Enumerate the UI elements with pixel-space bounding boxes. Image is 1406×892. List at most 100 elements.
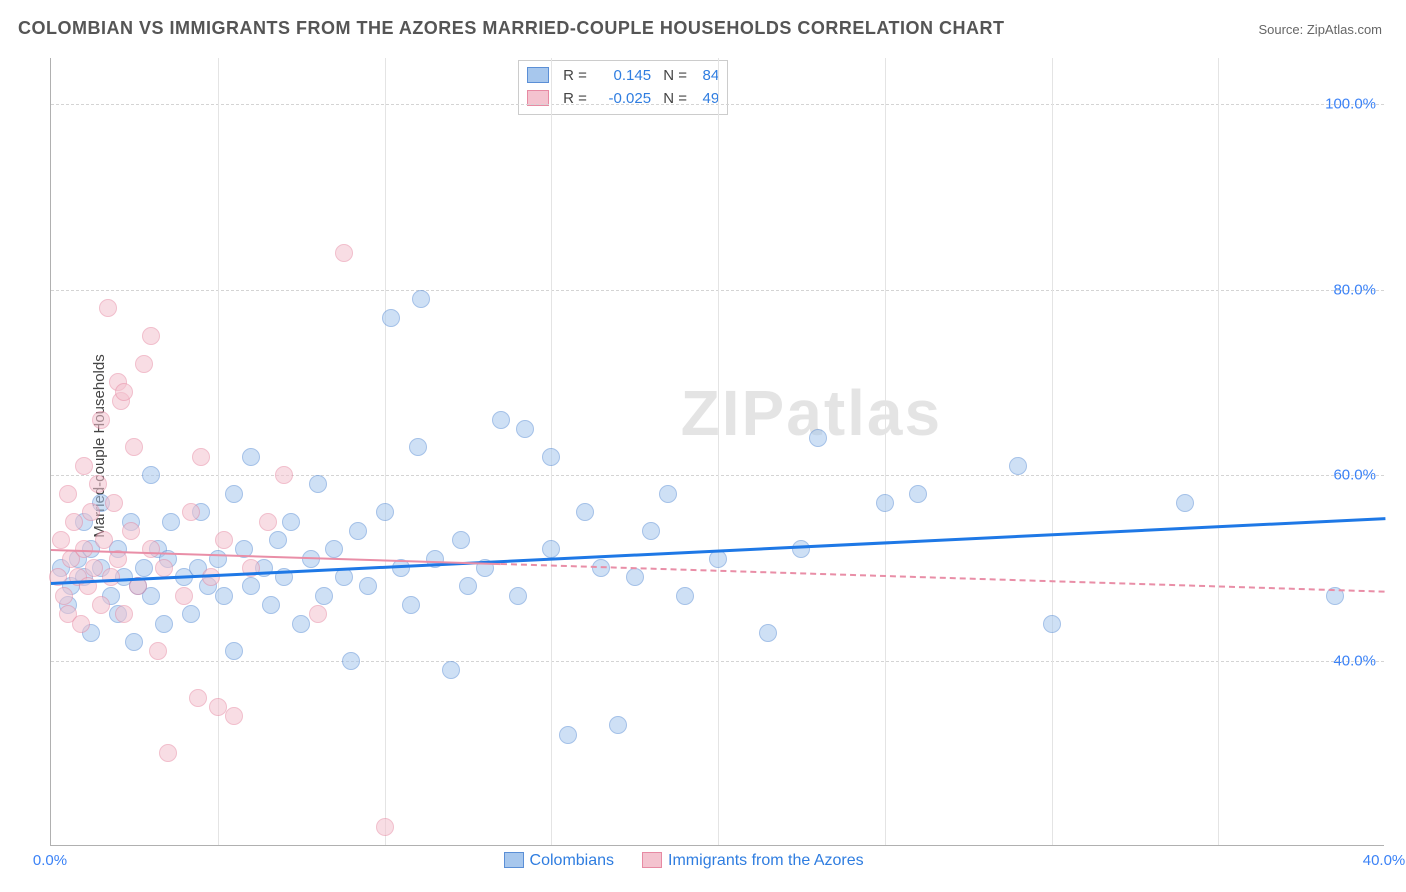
data-point [542, 540, 560, 558]
data-point [1009, 457, 1027, 475]
y-tick-label: 40.0% [1333, 652, 1376, 669]
data-point [92, 596, 110, 614]
data-point [142, 540, 160, 558]
series-legend: ColombiansImmigrants from the Azores [504, 852, 864, 870]
gridline-v [885, 58, 886, 845]
data-point [99, 299, 117, 317]
data-point [516, 420, 534, 438]
data-point [376, 503, 394, 521]
data-point [225, 707, 243, 725]
data-point [122, 522, 140, 540]
data-point [192, 448, 210, 466]
data-point [82, 503, 100, 521]
data-point [676, 587, 694, 605]
data-point [359, 577, 377, 595]
r-value: 0.145 [591, 65, 651, 88]
data-point [282, 513, 300, 531]
data-point [52, 531, 70, 549]
data-point [242, 577, 260, 595]
data-point [1176, 494, 1194, 512]
data-point [95, 531, 113, 549]
gridline-v [385, 58, 386, 845]
data-point [349, 522, 367, 540]
data-point [626, 568, 644, 586]
data-point [225, 642, 243, 660]
gridline-v [1052, 58, 1053, 845]
data-point [189, 689, 207, 707]
data-point [142, 327, 160, 345]
data-point [559, 726, 577, 744]
data-point [382, 309, 400, 327]
y-tick-label: 60.0% [1333, 467, 1376, 484]
data-point [162, 513, 180, 531]
data-point [175, 587, 193, 605]
data-point [642, 522, 660, 540]
r-label: R = [555, 65, 587, 88]
n-label: N = [651, 88, 687, 111]
data-point [142, 466, 160, 484]
data-point [89, 475, 107, 493]
data-point [75, 457, 93, 475]
data-point [876, 494, 894, 512]
data-point [412, 290, 430, 308]
data-point [325, 540, 343, 558]
data-point [225, 485, 243, 503]
data-point [809, 429, 827, 447]
data-point [376, 818, 394, 836]
data-point [409, 438, 427, 456]
gridline-v [218, 58, 219, 845]
plot-area: ZIPatlas R = 0.145N = 84R = -0.025N = 49… [50, 58, 1384, 846]
data-point [209, 550, 227, 568]
data-point [242, 448, 260, 466]
r-label: R = [555, 88, 587, 111]
n-label: N = [651, 65, 687, 88]
data-point [759, 624, 777, 642]
chart-title: COLOMBIAN VS IMMIGRANTS FROM THE AZORES … [18, 18, 1004, 39]
data-point [59, 485, 77, 503]
legend-item: Colombians [504, 852, 614, 870]
data-point [115, 605, 133, 623]
gridline-v [1218, 58, 1219, 845]
data-point [102, 568, 120, 586]
data-point [576, 503, 594, 521]
data-point [55, 587, 73, 605]
data-point [609, 716, 627, 734]
data-point [492, 411, 510, 429]
legend-swatch [527, 90, 549, 106]
data-point [182, 503, 200, 521]
data-point [315, 587, 333, 605]
data-point [155, 559, 173, 577]
data-point [115, 383, 133, 401]
x-tick-label: 0.0% [33, 852, 67, 869]
x-tick-label: 40.0% [1363, 852, 1406, 869]
source-label: Source: ZipAtlas.com [1258, 22, 1382, 37]
data-point [72, 615, 90, 633]
data-point [459, 577, 477, 595]
data-point [542, 448, 560, 466]
legend-swatch [527, 67, 549, 83]
legend-swatch [504, 852, 524, 868]
data-point [125, 438, 143, 456]
data-point [509, 587, 527, 605]
data-point [85, 559, 103, 577]
n-value: 84 [691, 65, 719, 88]
data-point [442, 661, 460, 679]
data-point [1043, 615, 1061, 633]
r-value: -0.025 [591, 88, 651, 111]
data-point [452, 531, 470, 549]
data-point [182, 605, 200, 623]
gridline-v [718, 58, 719, 845]
data-point [135, 355, 153, 373]
data-point [149, 642, 167, 660]
y-tick-label: 80.0% [1333, 281, 1376, 298]
data-point [659, 485, 677, 503]
data-point [215, 531, 233, 549]
n-value: 49 [691, 88, 719, 111]
data-point [262, 596, 280, 614]
data-point [402, 596, 420, 614]
chart-container: COLOMBIAN VS IMMIGRANTS FROM THE AZORES … [0, 0, 1406, 892]
data-point [309, 475, 327, 493]
data-point [215, 587, 233, 605]
data-point [275, 466, 293, 484]
correlation-legend: R = 0.145N = 84 R = -0.025N = 49 [518, 60, 728, 115]
